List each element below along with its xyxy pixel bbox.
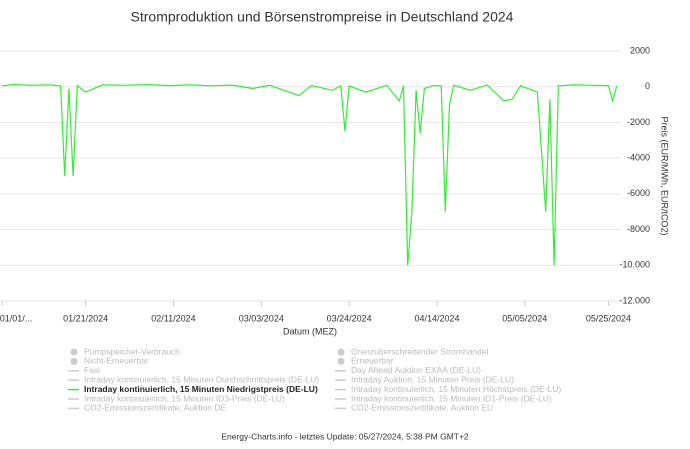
legend-label: Pumpspeicher-Verbrauch: [84, 346, 180, 356]
x-axis-title: Datum (MEZ): [283, 326, 337, 336]
x-tick-label: 01/21/2024: [63, 313, 108, 323]
line-series: [1, 83, 618, 266]
x-tick-label: 05/25/2024: [586, 313, 631, 323]
y-tick-label: -8000: [627, 224, 650, 234]
legend-label: CO2-Emissionszertifikate, Auktion EU: [351, 403, 493, 413]
y-tick-label: 2000: [630, 45, 650, 55]
x-tick-label: 02/11/2024: [151, 313, 195, 323]
legend-label: CO2-Emissionszertifikate, Auktion DE: [84, 403, 227, 413]
y-tick-label: -2000: [627, 117, 650, 127]
x-tick-label: 05/05/2024: [502, 313, 547, 323]
footer: Energy-Charts.info - letztes Update: 05/…: [221, 431, 469, 441]
legend-marker: [70, 348, 78, 356]
x-tick-label: 03/24/2024: [327, 313, 372, 323]
y-tick-label: -12.000: [619, 295, 650, 305]
chart-title: Stromproduktion und Börsenstrompreise in…: [131, 9, 514, 25]
legend-label: Intraday kontinuierlich, 15 Minuten Durc…: [84, 374, 319, 384]
y-axis-title: Preis (EUR/MWh, EUR/tCO2): [660, 116, 670, 235]
legend-label: Nicht-Erneuerbar: [84, 356, 149, 366]
legend-label: Intraday kontinuierlich, 15 Minuten Nied…: [84, 384, 318, 394]
y-tick-label: -10.000: [619, 260, 650, 270]
legend-label: Intraday kontinuierlich, 15 Minuten ID3-…: [84, 393, 285, 403]
legend-label: Intraday kontinuierlich, 15 Minuten Höch…: [351, 384, 561, 394]
x-tick-label: 03/03/2024: [239, 313, 284, 323]
y-tick-label: -6000: [627, 188, 650, 198]
legend-label: Erneuerbar: [351, 356, 394, 366]
legend-label: Fasi: [84, 365, 100, 375]
legend-marker: [337, 348, 345, 356]
legend-label: Day Ahead Auktion EXAA (DE-LU): [351, 365, 481, 375]
y-tick-label: -4000: [627, 153, 650, 163]
y-tick-label: 0: [645, 81, 650, 91]
legend-label: Intraday Auktion, 15 Minuten Preis (DE-L…: [351, 374, 514, 384]
legend-marker: [70, 357, 78, 365]
legend-label: Grenzüberschreitender Stromhandel: [351, 346, 489, 356]
x-tick-label: 01/01/...: [0, 313, 32, 323]
legend-marker: [337, 357, 345, 365]
legend-label: Intraday kontinuierlich, 15 Minuten ID1-…: [351, 393, 552, 403]
x-tick-label: 04/14/2024: [414, 313, 459, 323]
